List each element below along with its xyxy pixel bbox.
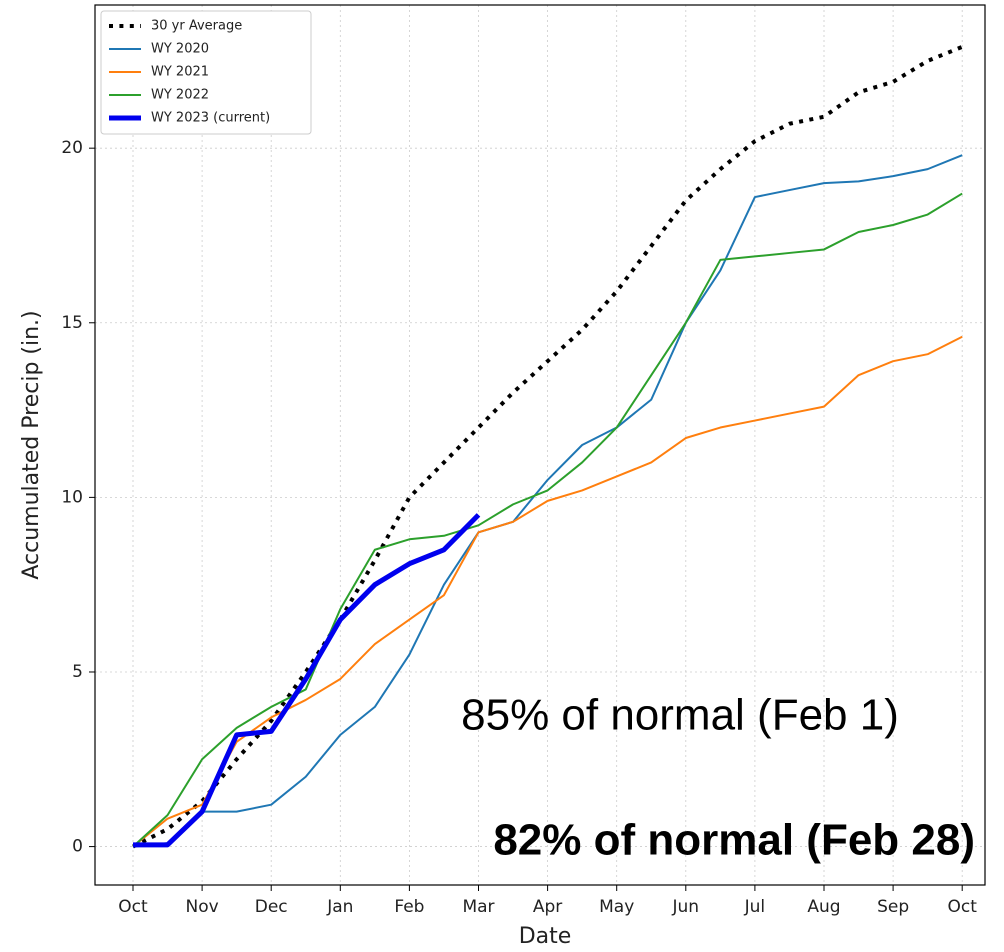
x-axis-label: Date xyxy=(519,924,572,949)
legend-label: WY 2022 xyxy=(151,88,209,103)
annotation: 85% of normal (Feb 1) xyxy=(461,691,899,740)
x-tick-label: Aug xyxy=(807,897,840,917)
series-line xyxy=(132,192,963,848)
y-tick-label: 20 xyxy=(61,138,83,158)
plot-frame xyxy=(94,4,986,886)
x-tick-label: Apr xyxy=(533,897,562,917)
x-tick-label: Mar xyxy=(462,897,494,917)
annotation: 82% of normal (Feb 28) xyxy=(493,816,975,865)
x-tick-label: Feb xyxy=(394,897,424,917)
legend-label: WY 2020 xyxy=(151,42,209,57)
x-tick-label: Sep xyxy=(877,897,909,917)
y-axis-label: Accumulated Precip (in.) xyxy=(19,310,44,579)
legend-label: 30 yr Average xyxy=(151,19,242,34)
series-line xyxy=(132,154,963,848)
legend-box xyxy=(100,10,312,135)
y-tick-label: 10 xyxy=(61,487,83,507)
x-tick-label: Dec xyxy=(255,897,288,917)
legend-label: WY 2023 (current) xyxy=(151,111,270,126)
x-tick-label: Oct xyxy=(947,897,977,917)
series-line xyxy=(133,513,481,848)
x-tick-label: Jun xyxy=(672,897,700,917)
y-tick-label: 0 xyxy=(72,837,83,857)
x-tick-label: May xyxy=(599,897,634,917)
x-tick-label: Jan xyxy=(326,897,353,917)
x-tick-label: Jul xyxy=(744,897,766,917)
legend-label: WY 2021 xyxy=(151,65,209,80)
series-line xyxy=(132,335,963,848)
grid xyxy=(95,5,985,885)
y-tick-label: 5 xyxy=(72,662,83,682)
x-tick-label: Oct xyxy=(118,897,148,917)
series-line xyxy=(132,45,963,849)
x-tick-label: Nov xyxy=(186,897,219,917)
y-tick-label: 15 xyxy=(61,313,83,333)
